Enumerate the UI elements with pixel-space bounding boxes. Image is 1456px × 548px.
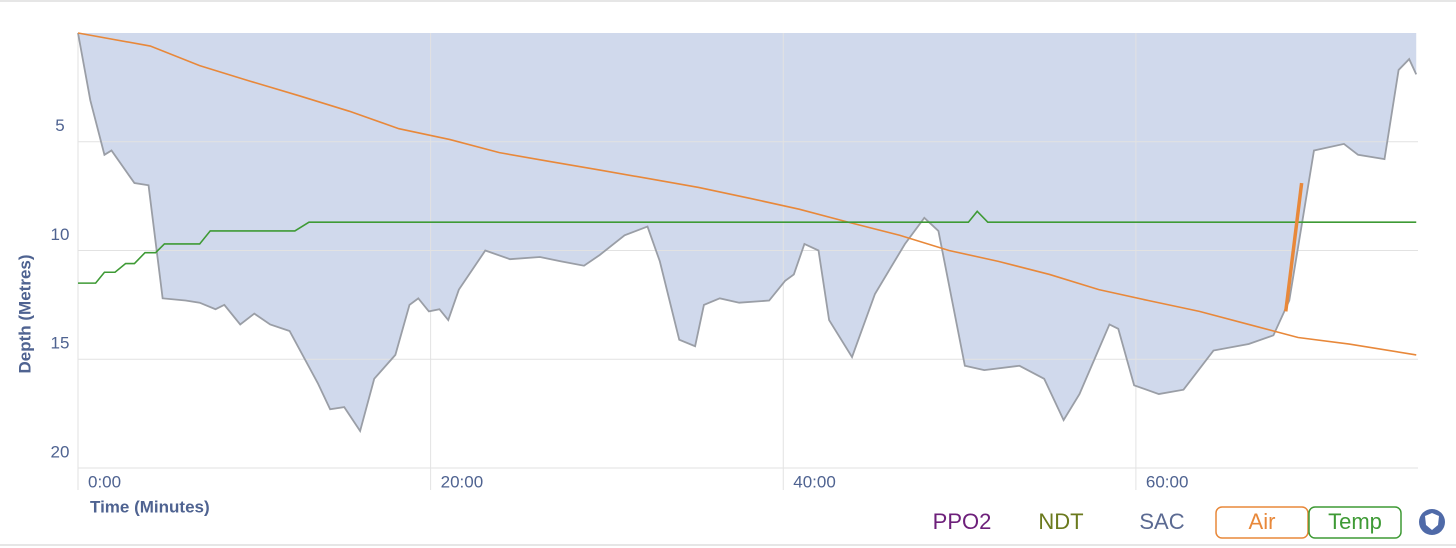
legend-box — [1308, 506, 1402, 539]
legend-label: Air — [1249, 509, 1276, 534]
legend-button[interactable]: PPO2 — [933, 509, 992, 534]
legend: PPO2 NDT SAC Air Temp — [933, 506, 1402, 539]
legend-label: SAC — [1139, 509, 1184, 534]
y-tick-label: 20 — [51, 442, 70, 461]
y-tick-label: 10 — [51, 225, 70, 244]
plot: 5 10 15 20 0:00 20:00 40:00 60:00 — [51, 32, 1418, 491]
series-line — [78, 210, 1417, 284]
y-tick-label: 15 — [51, 334, 70, 353]
y-axis-label: Depth (Metres) — [15, 254, 34, 373]
legend-label: PPO2 — [933, 509, 992, 534]
x-tick-label: 0:00 — [88, 472, 121, 491]
legend-label: Temp — [1328, 509, 1382, 534]
legend-button[interactable]: Temp — [1308, 506, 1402, 539]
legend-box — [1215, 506, 1309, 539]
legend-button[interactable]: SAC — [1139, 509, 1184, 534]
depth-area — [78, 33, 1417, 432]
shield-button[interactable] — [1419, 509, 1445, 535]
series-line — [77, 32, 1418, 434]
series-line — [77, 32, 1417, 356]
x-axis-label: Time (Minutes) — [90, 497, 210, 516]
x-tick-label: 20:00 — [441, 472, 484, 491]
highlight-line — [1284, 182, 1304, 312]
legend-button[interactable]: Air — [1215, 506, 1309, 539]
x-tick-label: 40:00 — [793, 472, 836, 491]
legend-label: NDT — [1038, 509, 1083, 534]
y-tick-label: 5 — [55, 116, 64, 135]
legend-button[interactable]: NDT — [1038, 509, 1083, 534]
x-tick-label: 60:00 — [1146, 472, 1189, 491]
